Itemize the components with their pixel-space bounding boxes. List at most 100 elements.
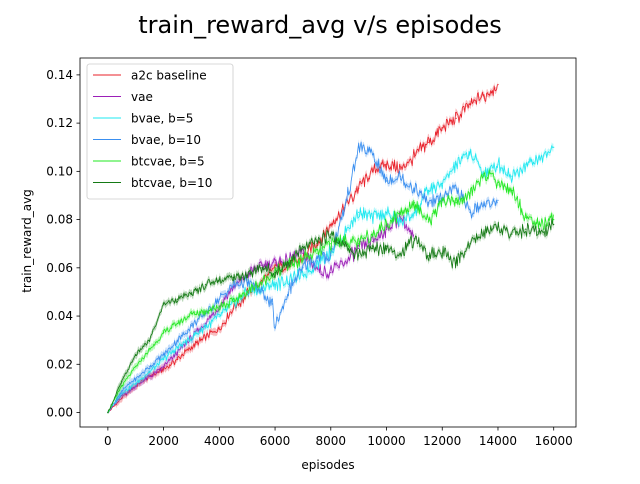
data-point: [413, 187, 415, 189]
data-point: [246, 281, 248, 283]
data-point: [246, 274, 248, 276]
data-point: [385, 228, 388, 230]
data-point: [525, 163, 527, 165]
x-tick-label: 12000: [423, 434, 461, 448]
series-group: [107, 215, 555, 414]
y-tick-label: 0.12: [46, 116, 73, 130]
data-point: [135, 354, 137, 356]
data-point: [441, 199, 443, 201]
x-tick-label: 10000: [367, 434, 405, 448]
data-point: [149, 370, 151, 373]
data-point: [427, 255, 429, 257]
data-point: [441, 252, 443, 254]
data-point: [121, 385, 123, 387]
data-point: [372, 216, 374, 218]
data-point: [372, 153, 374, 156]
data-point: [469, 211, 471, 213]
data-point: [497, 180, 499, 182]
chart-title: train_reward_avg v/s episodes: [138, 11, 502, 39]
data-point: [330, 272, 332, 274]
legend-label: btcvae, b=5: [131, 155, 205, 169]
data-point: [316, 252, 318, 254]
series-line: [107, 211, 415, 414]
data-point: [553, 146, 555, 148]
data-point: [121, 390, 123, 392]
data-point: [497, 83, 499, 86]
data-point: [232, 301, 234, 303]
data-point: [469, 103, 471, 105]
y-tick-label: 0.00: [46, 406, 73, 420]
data-point: [330, 233, 332, 235]
legend-label: bvae, b=10: [131, 133, 201, 147]
x-tick-label: 6000: [260, 434, 291, 448]
data-point: [163, 354, 165, 356]
axes: 0 2000 4000 6000 8000 10000 12000 14000 16000 0.0…: [46, 57, 577, 448]
data-point: [232, 286, 234, 288]
data-point: [330, 255, 332, 257]
series-band: [107, 81, 498, 414]
data-point: [441, 182, 443, 184]
data-point: [455, 202, 457, 204]
data-point: [399, 168, 401, 170]
data-point: [413, 202, 415, 204]
data-point: [190, 337, 193, 339]
data-point: [190, 325, 193, 327]
data-point: [218, 298, 220, 300]
data-point: [385, 223, 388, 225]
data-point: [260, 281, 262, 283]
data-point: [149, 339, 151, 341]
data-point: [372, 240, 374, 242]
data-point: [539, 158, 541, 160]
data-point: [204, 310, 206, 312]
data-point: [344, 238, 346, 240]
y-tick-label: 0.10: [46, 164, 73, 178]
data-point: [271, 303, 273, 305]
data-point: [163, 303, 165, 305]
legend-box: [86, 63, 234, 200]
data-point: [372, 233, 374, 235]
data-point: [302, 257, 304, 259]
data-point: [302, 247, 304, 250]
data-point: [330, 243, 332, 245]
data-point: [455, 117, 457, 119]
data-point: [316, 243, 318, 245]
data-point: [176, 322, 179, 324]
data-point: [260, 291, 262, 293]
data-point: [302, 252, 304, 254]
legend-label: btcvae, b=10: [131, 176, 212, 190]
y-tick-label: 0.06: [46, 261, 73, 275]
data-point: [135, 378, 137, 380]
data-point: [553, 223, 555, 225]
plot-frame: [79, 57, 577, 428]
data-point: [483, 231, 485, 233]
data-point: [176, 358, 179, 361]
data-point: [149, 349, 151, 351]
data-point: [163, 366, 165, 368]
series-line: [107, 218, 554, 412]
data-point: [274, 327, 276, 329]
data-point: [218, 327, 220, 329]
data-point: [427, 141, 429, 143]
x-tick-label: 0: [104, 434, 112, 448]
x-tick-label: 14000: [479, 434, 517, 448]
x-tick-label: 4000: [204, 434, 235, 448]
data-point: [455, 163, 457, 165]
data-point: [358, 243, 360, 245]
data-point: [288, 288, 290, 291]
data-point: [399, 221, 401, 223]
y-tick-label: 0.14: [46, 68, 73, 82]
data-point: [316, 257, 318, 259]
series-group: [107, 166, 555, 414]
data-point: [302, 267, 304, 269]
data-point: [483, 173, 485, 175]
data-point: [427, 221, 429, 223]
data-point: [497, 163, 499, 165]
data-point: [344, 206, 346, 209]
data-point: [344, 245, 346, 247]
x-tick-label: 16000: [535, 434, 573, 448]
data-point: [121, 392, 123, 394]
data-point: [316, 240, 318, 242]
data-point: [413, 211, 415, 213]
data-point: [232, 276, 234, 279]
data-point: [176, 298, 179, 300]
